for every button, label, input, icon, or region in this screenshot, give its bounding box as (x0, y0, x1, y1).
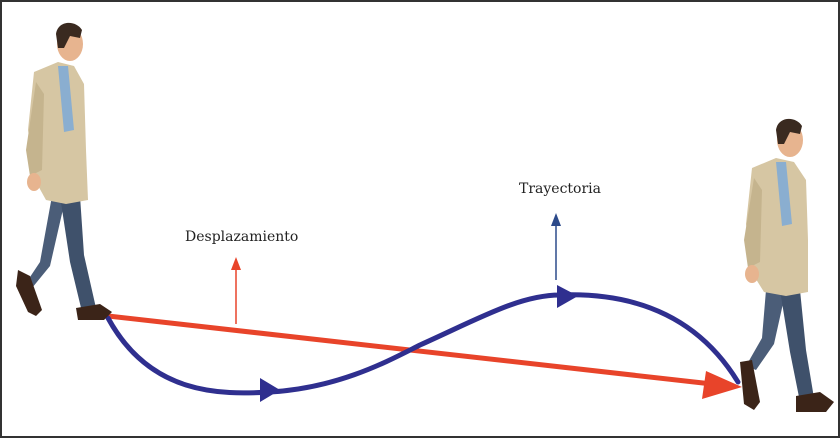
trajectory-arrowhead-1 (260, 378, 280, 402)
trajectory-curve (105, 292, 741, 396)
trajectory-pointer (551, 213, 561, 280)
trajectory-label: Trayectoria (519, 181, 601, 197)
trajectory-arrowhead-2 (557, 285, 578, 308)
displacement-arrowhead (702, 371, 742, 399)
displacement-label: Desplazamiento (185, 229, 299, 245)
walking-man-start (16, 22, 112, 320)
walking-man-end (740, 118, 834, 412)
displacement-pointer (231, 257, 241, 324)
displacement-vector (107, 313, 742, 399)
trajectory-path (105, 285, 741, 402)
